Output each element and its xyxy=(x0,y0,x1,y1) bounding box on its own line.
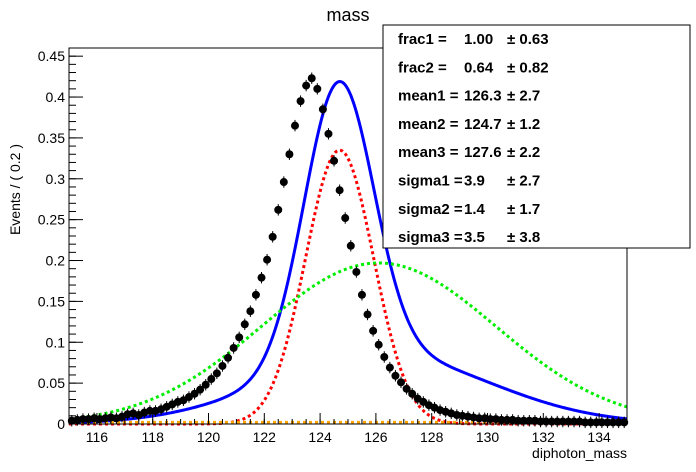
data-point xyxy=(290,121,299,130)
y-tick-label: 0.15 xyxy=(38,293,65,309)
stats-entry-value: 0.64 xyxy=(464,59,494,76)
x-tick-label: 120 xyxy=(197,429,221,445)
stats-entry-value: 3.5 xyxy=(464,229,485,246)
data-point xyxy=(475,414,484,423)
data-point xyxy=(296,97,305,106)
data-point xyxy=(380,352,389,361)
x-tick-label: 128 xyxy=(420,429,444,445)
data-point xyxy=(397,378,406,387)
y-tick-label: 0.4 xyxy=(46,89,66,105)
data-point xyxy=(486,415,495,424)
x-tick-label: 116 xyxy=(86,429,109,445)
stats-entry-error: ± 2.2 xyxy=(507,144,540,161)
x-tick-label: 130 xyxy=(476,429,500,445)
y-tick-label: 0.3 xyxy=(46,171,66,187)
axes-layer: 116 118 120 122 124 126 128 130 132 134 0 0.05 0.1 0.… xyxy=(38,48,628,445)
data-point xyxy=(318,105,327,114)
data-point xyxy=(229,343,238,352)
data-point xyxy=(218,361,227,370)
data-point xyxy=(341,214,350,223)
fit-curve-0 xyxy=(68,80,628,425)
fit-curve-2 xyxy=(68,261,628,421)
stats-entry-error: ± 0.82 xyxy=(507,59,549,76)
data-point xyxy=(408,389,417,398)
stats-entry-value: 126.3 xyxy=(464,88,502,105)
stats-entry-name: mean1 = xyxy=(398,88,459,105)
data-point xyxy=(369,326,378,335)
data-point xyxy=(385,363,394,372)
stats-entry-error: ± 1.2 xyxy=(507,116,540,133)
data-point xyxy=(207,375,216,384)
data-point xyxy=(302,81,311,90)
stats-entry-value: 1.4 xyxy=(464,201,486,218)
stats-box: frac1 = 1.00 ± 0.63 frac2 = 0.64 ± 0.82 mean… xyxy=(382,24,691,249)
data-point xyxy=(519,416,528,425)
data-point xyxy=(330,156,339,165)
data-point xyxy=(263,255,272,264)
stats-entry-value: 3.9 xyxy=(464,173,485,190)
stats-entry-name: mean3 = xyxy=(398,144,459,161)
y-tick-label: 0.2 xyxy=(46,253,66,269)
x-tick-label: 124 xyxy=(308,429,332,445)
stats-entry-name: sigma1 = xyxy=(398,173,463,190)
chart-title: mass xyxy=(326,5,369,25)
data-point xyxy=(201,380,210,389)
data-point xyxy=(190,389,199,398)
stats-entry-value: 127.6 xyxy=(464,144,502,161)
data-point xyxy=(313,84,322,93)
data-point xyxy=(363,310,372,319)
x-tick-label: 118 xyxy=(142,429,165,445)
data-point xyxy=(357,290,366,299)
data-point xyxy=(251,290,260,299)
stats-entry-error: ± 3.8 xyxy=(507,229,540,246)
x-tick-label: 134 xyxy=(587,429,611,445)
y-tick-label: 0.05 xyxy=(38,375,65,391)
stats-entry-value: 124.7 xyxy=(464,116,502,133)
y-tick-label: 0.35 xyxy=(38,130,65,146)
stats-entry-name: mean2 = xyxy=(398,116,459,133)
x-tick-label: 132 xyxy=(532,429,556,445)
stats-entry-name: frac2 = xyxy=(398,59,447,76)
data-point xyxy=(257,273,266,282)
data-point xyxy=(514,416,523,425)
data-point xyxy=(374,340,383,349)
data-point xyxy=(391,371,400,380)
stats-entry-error: ± 2.7 xyxy=(507,88,540,105)
data-point xyxy=(503,415,512,424)
data-point xyxy=(285,150,294,159)
x-axis-label: diphoton_mass xyxy=(532,445,627,461)
y-tick-label: 0.1 xyxy=(46,334,66,350)
y-tick-label: 0.25 xyxy=(38,212,65,228)
y-tick-label: 0.45 xyxy=(38,48,65,64)
x-tick-label: 126 xyxy=(364,429,388,445)
data-point xyxy=(335,186,344,195)
y-axis-label: Events / ( 0.2 ) xyxy=(7,144,23,235)
stats-box-frame xyxy=(382,24,691,249)
data-point xyxy=(324,129,333,138)
x-tick-label: 122 xyxy=(253,429,277,445)
data-point xyxy=(145,406,154,415)
data-point xyxy=(279,178,288,187)
stats-entry-name: frac1 = xyxy=(398,31,447,48)
data-point xyxy=(346,241,355,250)
data-point xyxy=(274,205,283,214)
data-point xyxy=(235,333,244,342)
data-point xyxy=(307,74,316,83)
data-point xyxy=(212,369,221,378)
data-point xyxy=(352,267,361,276)
stats-entry-error: ± 2.7 xyxy=(507,173,540,190)
stats-entry-name: sigma2 = xyxy=(398,201,463,218)
data-point xyxy=(268,232,277,241)
data-point xyxy=(224,353,233,362)
data-point xyxy=(402,384,411,393)
data-point xyxy=(240,320,249,329)
stats-entry-name: sigma3 = xyxy=(398,229,463,246)
data-point xyxy=(196,385,205,394)
y-tick-label: 0 xyxy=(57,416,65,432)
stats-entry-error: ± 0.63 xyxy=(507,31,549,48)
data-point xyxy=(246,307,255,316)
stats-entry-value: 1.00 xyxy=(464,31,493,48)
stats-entry-error: ± 1.7 xyxy=(507,201,540,218)
